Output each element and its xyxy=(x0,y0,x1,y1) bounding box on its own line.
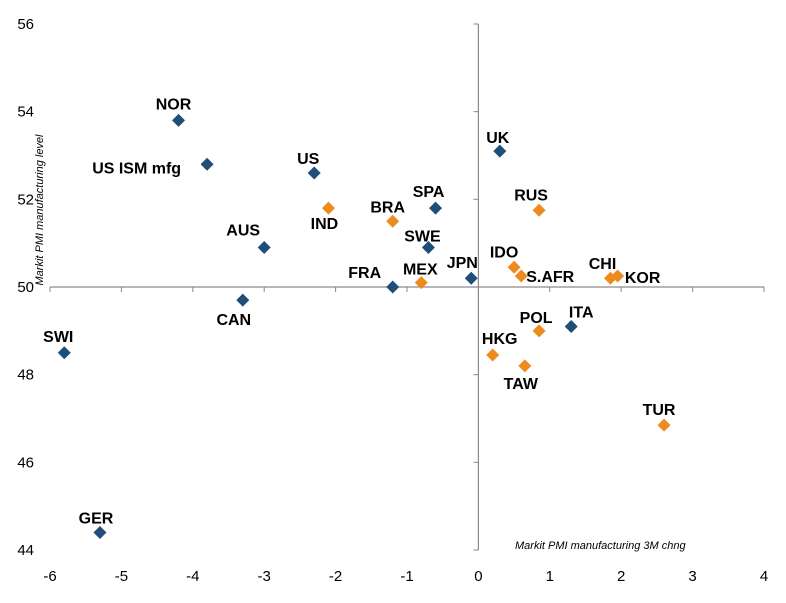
point-label: UK xyxy=(486,130,510,147)
point-label: TUR xyxy=(643,402,676,419)
point-label: HKG xyxy=(482,331,518,348)
point-label: POL xyxy=(520,310,553,327)
y-tick-labels: 44 46 48 50 52 54 56 xyxy=(17,16,34,559)
point-label: S.AFR xyxy=(526,269,574,286)
point-pol xyxy=(532,324,546,338)
axes xyxy=(49,23,765,551)
point-label: JPN xyxy=(447,255,478,272)
point-label: GER xyxy=(79,510,114,527)
point-label: CAN xyxy=(216,312,251,329)
point-label: SWI xyxy=(43,329,73,346)
x-tick-labels: -6 -5 -4 -3 -2 -1 0 1 2 3 4 xyxy=(43,568,768,585)
point-label: SPA xyxy=(413,184,445,201)
point-tur xyxy=(657,418,671,432)
point-label: BRA xyxy=(370,199,405,216)
point-label: US xyxy=(297,151,320,168)
x-tick-label: -2 xyxy=(329,568,342,585)
point-mex xyxy=(414,276,428,290)
point-rus xyxy=(532,203,546,217)
y-tick-label: 50 xyxy=(17,279,34,296)
point-us-ism-mfg xyxy=(200,157,214,171)
point-ind xyxy=(321,201,335,215)
y-tick-label: 54 xyxy=(17,104,34,121)
point-jpn xyxy=(464,271,478,285)
point-kor xyxy=(611,269,625,283)
point-ido xyxy=(507,260,521,274)
point-label: FRA xyxy=(348,265,381,282)
y-axis-label: Markit PMI manufacturing level xyxy=(34,134,46,286)
x-tick-label: 3 xyxy=(688,568,696,585)
y-tick-label: 46 xyxy=(17,454,34,471)
point-label: KOR xyxy=(625,270,661,287)
point-nor xyxy=(172,113,186,127)
point-taw xyxy=(518,359,532,373)
x-tick-label: 2 xyxy=(617,568,625,585)
point-label: AUS xyxy=(226,223,260,240)
x-axis-label: Markit PMI manufacturing 3M chng xyxy=(515,540,686,552)
data-points xyxy=(57,113,671,539)
point-bra xyxy=(386,214,400,228)
point-aus xyxy=(257,241,271,255)
point-swi xyxy=(57,346,71,360)
x-tick-label: 0 xyxy=(474,568,482,585)
y-tick-label: 44 xyxy=(17,542,34,559)
point-can xyxy=(236,293,250,307)
x-tick-label: -6 xyxy=(43,568,56,585)
point-us xyxy=(307,166,321,180)
point-label: IND xyxy=(311,216,339,233)
point-swe xyxy=(421,241,435,255)
y-tick-label: 52 xyxy=(17,191,34,208)
x-tick-label: 1 xyxy=(546,568,554,585)
x-tick-label: -1 xyxy=(400,568,413,585)
point-ger xyxy=(93,525,107,539)
x-tick-label: 4 xyxy=(760,568,768,585)
point-label: NOR xyxy=(156,96,192,113)
x-tick-label: -5 xyxy=(115,568,128,585)
point-label: TAW xyxy=(504,376,539,393)
x-tick-label: -4 xyxy=(186,568,199,585)
point-label: SWE xyxy=(404,229,441,246)
point-uk xyxy=(493,144,507,158)
point-label: US ISM mfg xyxy=(92,160,181,177)
point-fra xyxy=(386,280,400,294)
point-spa xyxy=(429,201,443,215)
point-s-afr xyxy=(514,269,528,283)
point-labels: NOR US ISM mfg US AUS CAN SWI GER FRA SPA SWE JPN U… xyxy=(43,96,676,527)
x-tick-label: -3 xyxy=(258,568,271,585)
point-label: IDO xyxy=(490,244,518,261)
y-tick-label: 56 xyxy=(17,16,34,33)
point-label: MEX xyxy=(403,262,438,279)
point-label: RUS xyxy=(514,187,548,204)
y-tick-label: 48 xyxy=(17,367,34,384)
point-ita xyxy=(564,319,578,333)
point-hkg xyxy=(486,348,500,362)
point-label: ITA xyxy=(569,304,594,321)
point-label: CHI xyxy=(589,256,617,273)
